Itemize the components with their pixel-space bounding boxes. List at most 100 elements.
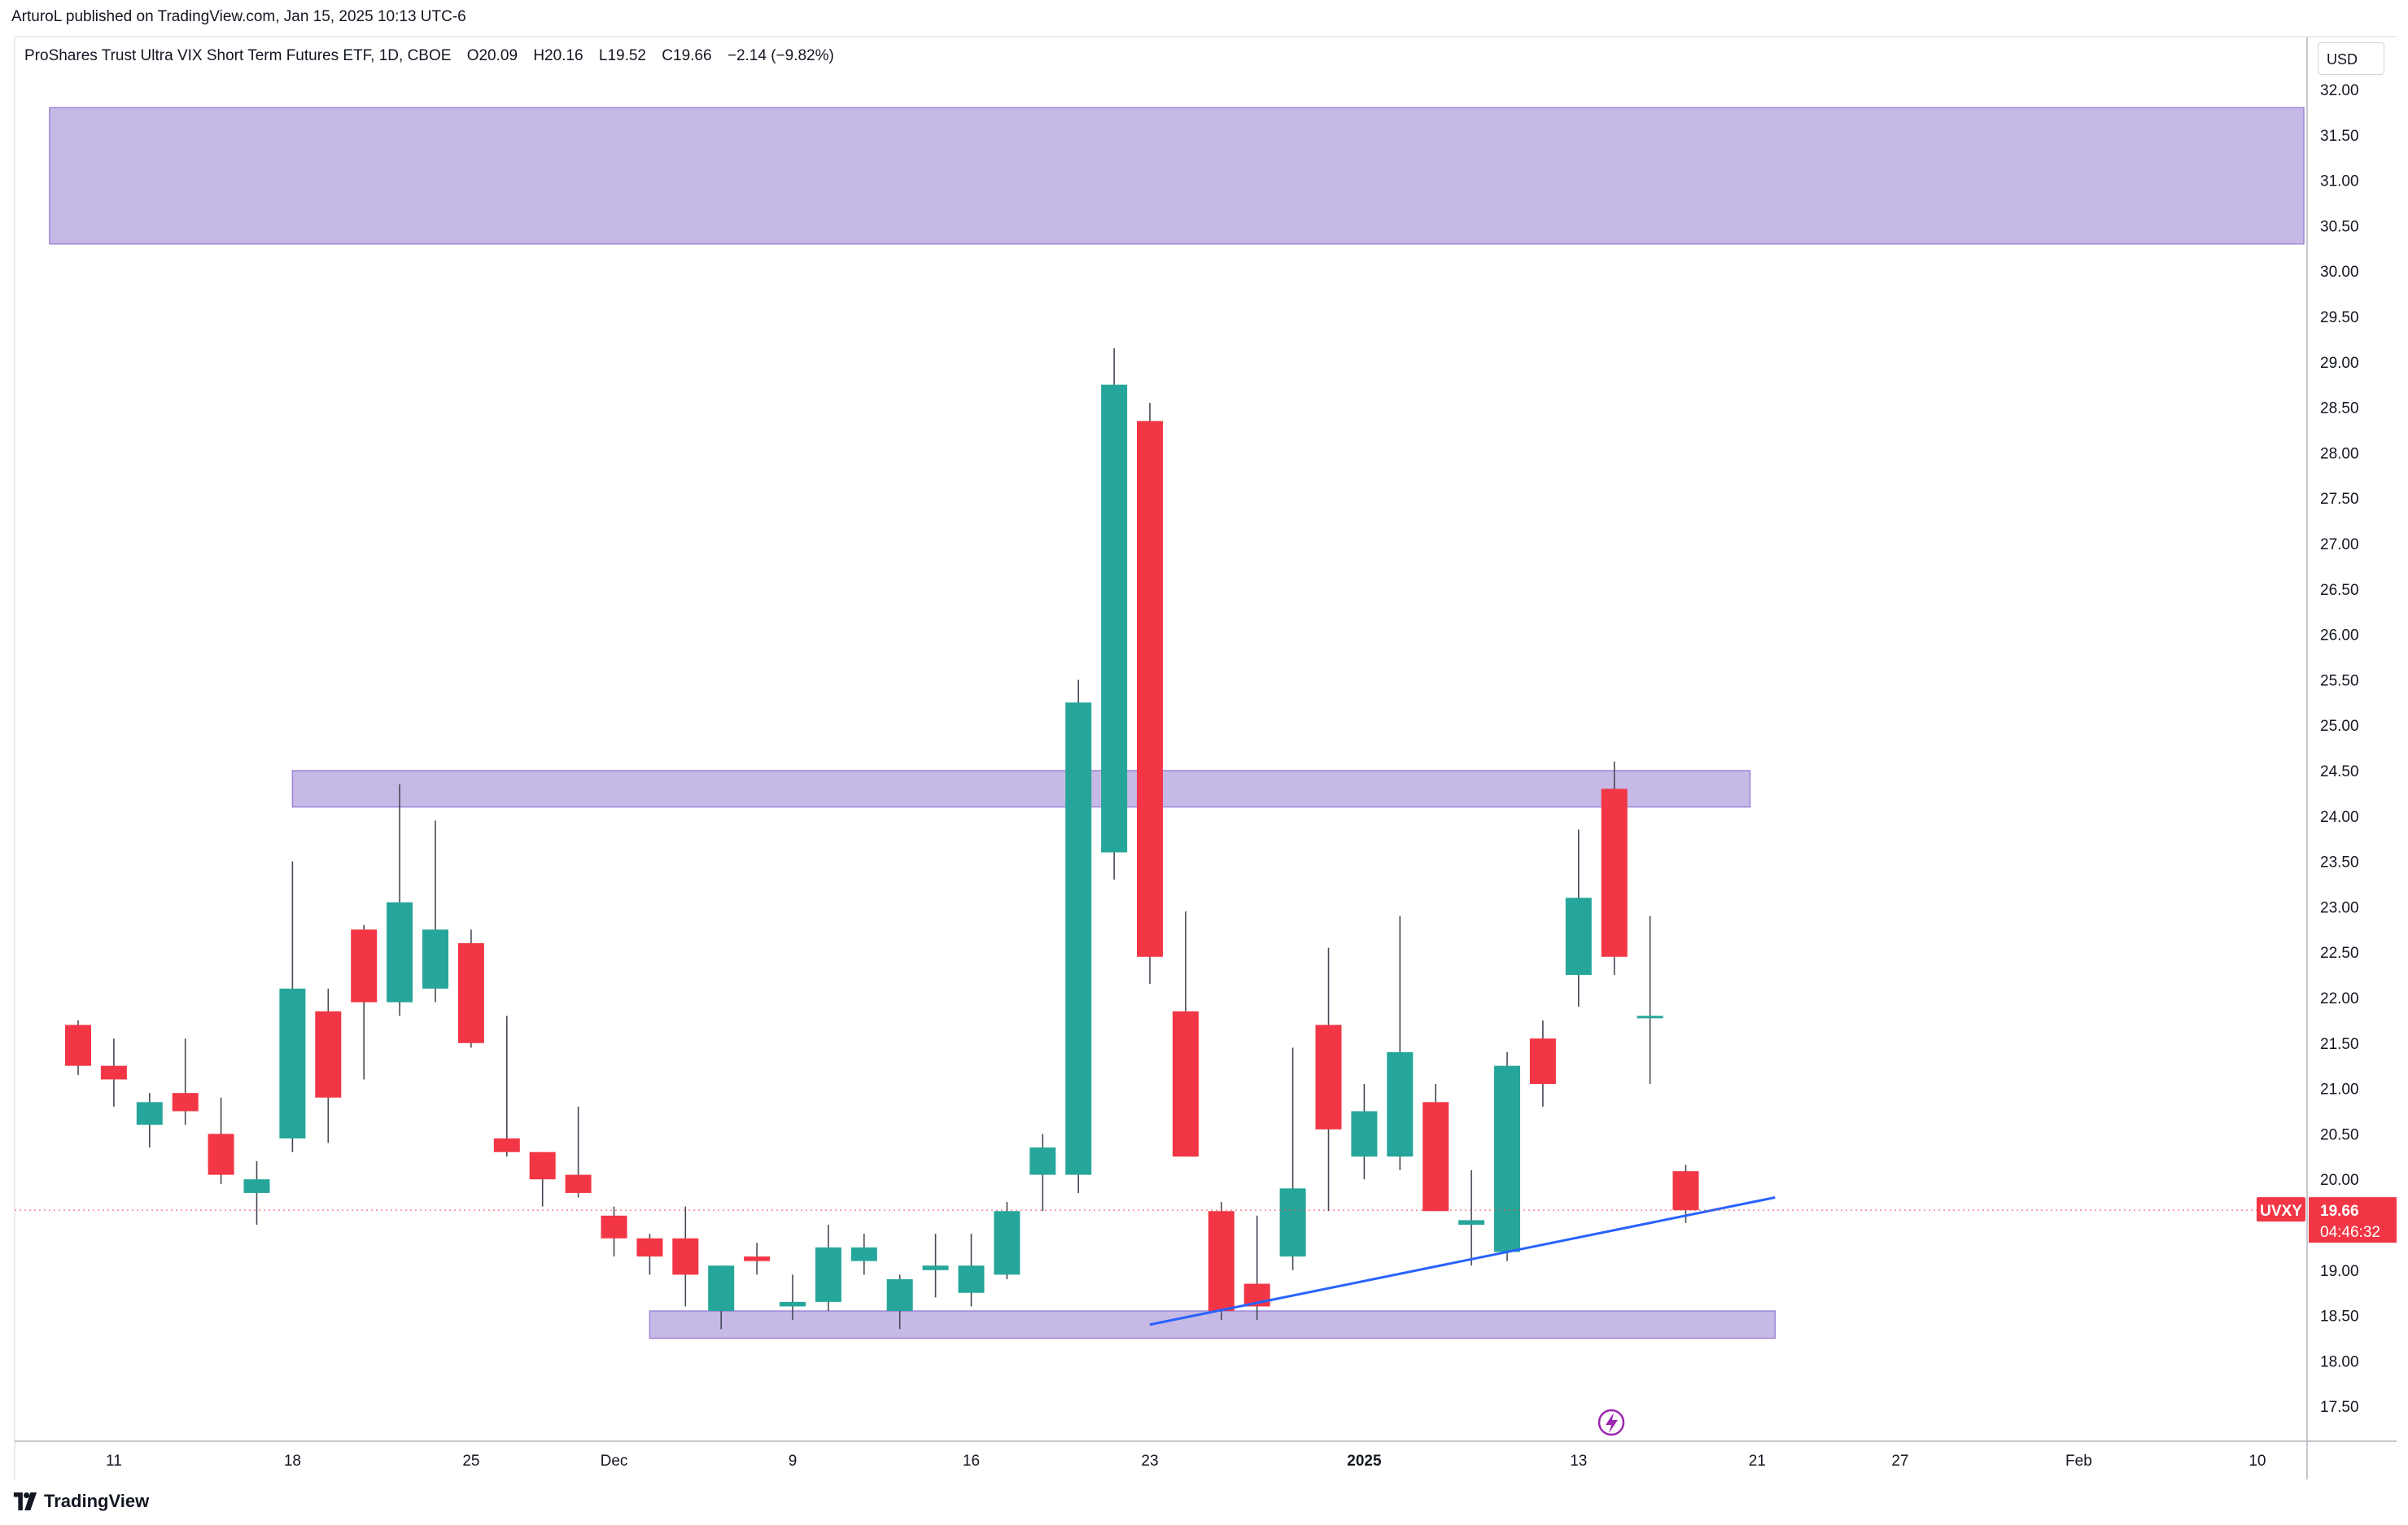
price-zone-2 <box>649 1310 1776 1339</box>
tradingview-brand: TradingView <box>13 1491 149 1512</box>
candle-31 <box>1172 911 1199 1157</box>
candle-37 <box>1387 915 1414 1171</box>
legend-close: C19.66 <box>662 47 712 64</box>
price-tick-label: 25.50 <box>2320 672 2359 689</box>
legend-low: L19.52 <box>598 47 646 64</box>
price-zone-1 <box>291 770 1751 808</box>
published-caption: ArturoL published on TradingView.com, Ja… <box>11 8 466 25</box>
price-zone-0 <box>49 107 2305 245</box>
currency-button[interactable]: USD <box>2318 42 2384 75</box>
candle-29 <box>1101 348 1128 880</box>
time-axis[interactable]: 11 18 25 Dec 9 16 23 2025 13 21 27 Feb 10 <box>106 1453 2266 1470</box>
candle-body <box>1565 898 1592 976</box>
candle-body <box>1279 1188 1306 1257</box>
time-tick-label: 23 <box>1141 1453 1158 1470</box>
candle-body <box>1208 1211 1235 1312</box>
price-tick-label: 30.00 <box>2320 264 2359 281</box>
candle-41 <box>1529 1020 1556 1107</box>
time-tick-label: 10 <box>2248 1453 2266 1470</box>
price-axis[interactable]: 32.00 31.50 31.00 30.50 30.00 29.50 29.00 28.50… <box>2320 82 2359 1416</box>
candle-body <box>815 1247 841 1302</box>
candle-30 <box>1137 403 1163 985</box>
time-tick-label: 25 <box>462 1453 479 1470</box>
candle-3 <box>172 1038 199 1125</box>
candle-body <box>850 1247 877 1261</box>
candle-body <box>958 1265 985 1293</box>
price-tick-label: 23.00 <box>2320 899 2359 916</box>
candles[interactable] <box>65 348 1699 1330</box>
price-zones[interactable] <box>49 107 2305 1339</box>
candle-body <box>243 1179 270 1193</box>
candle-6 <box>279 861 306 1152</box>
candle-0 <box>65 1020 91 1075</box>
candle-22 <box>850 1234 877 1275</box>
countdown-label: 04:46:32 <box>2320 1224 2380 1241</box>
candle-body <box>1672 1171 1699 1211</box>
price-tick-label: 26.00 <box>2320 627 2359 645</box>
price-tick-label: 28.00 <box>2320 445 2359 462</box>
candle-body <box>493 1138 520 1152</box>
candle-body <box>1351 1111 1378 1157</box>
candle-17 <box>672 1206 699 1307</box>
candle-body <box>208 1134 234 1175</box>
candle-body <box>387 902 413 1003</box>
candle-24 <box>922 1234 949 1298</box>
time-tick-label: Dec <box>601 1453 628 1470</box>
candle-body <box>1637 1016 1663 1019</box>
candle-16 <box>636 1234 663 1275</box>
candle-body <box>279 988 306 1138</box>
candle-9 <box>387 784 413 1016</box>
candle-11 <box>457 929 484 1048</box>
price-tick-label: 22.00 <box>2320 990 2359 1007</box>
price-tick-label: 19.00 <box>2320 1263 2359 1280</box>
legend-title: ProShares Trust Ultra VIX Short Term Fut… <box>24 47 452 64</box>
symbol-legend: ProShares Trust Ultra VIX Short Term Fut… <box>24 47 846 65</box>
candle-body <box>922 1265 949 1270</box>
candle-body <box>136 1102 163 1125</box>
trendline <box>1149 1196 1776 1326</box>
candle-body <box>65 1025 91 1066</box>
legend-open: O20.09 <box>466 47 518 64</box>
price-tick-label: 32.00 <box>2320 82 2359 99</box>
trendline-layer[interactable] <box>1149 1196 1776 1326</box>
candle-2 <box>136 1093 163 1148</box>
candle-39 <box>1458 1170 1485 1266</box>
candle-body <box>1065 702 1092 1175</box>
candle-44 <box>1637 915 1663 1085</box>
candle-32 <box>1208 1202 1235 1321</box>
candle-body <box>744 1256 771 1261</box>
price-tick-label: 25.00 <box>2320 718 2359 735</box>
price-tick-label: 29.00 <box>2320 355 2359 372</box>
legend-change: −2.14 (−9.82%) <box>727 47 834 64</box>
candle-14 <box>565 1106 592 1198</box>
candle-35 <box>1315 947 1342 1212</box>
candle-body <box>780 1301 806 1307</box>
flash-icon[interactable] <box>1597 1409 1625 1436</box>
candle-18 <box>708 1265 735 1330</box>
last-price-label: 19.66 <box>2320 1203 2359 1220</box>
price-tick-label: 21.00 <box>2320 1081 2359 1099</box>
candle-36 <box>1351 1084 1378 1180</box>
candle-20 <box>780 1274 806 1321</box>
candle-body <box>1601 789 1628 957</box>
price-tick-label: 17.50 <box>2320 1399 2359 1416</box>
candle-25 <box>958 1234 985 1307</box>
candle-body <box>708 1265 735 1312</box>
candle-42 <box>1565 829 1592 1007</box>
price-tick-label: 18.00 <box>2320 1353 2359 1370</box>
candle-27 <box>1029 1134 1056 1212</box>
price-tick-label: 24.50 <box>2320 763 2359 780</box>
candle-body <box>351 929 378 1003</box>
candle-19 <box>744 1243 771 1275</box>
price-tick-label: 24.00 <box>2320 809 2359 826</box>
candle-45 <box>1672 1165 1699 1223</box>
price-tick-label: 20.50 <box>2320 1126 2359 1143</box>
price-tick-label: 26.50 <box>2320 582 2359 599</box>
candle-body <box>601 1215 627 1239</box>
candle-body <box>457 943 484 1043</box>
candle-body <box>1529 1038 1556 1085</box>
candle-23 <box>886 1274 913 1330</box>
candle-body <box>636 1238 663 1257</box>
time-tick-label: Feb <box>2065 1453 2092 1470</box>
